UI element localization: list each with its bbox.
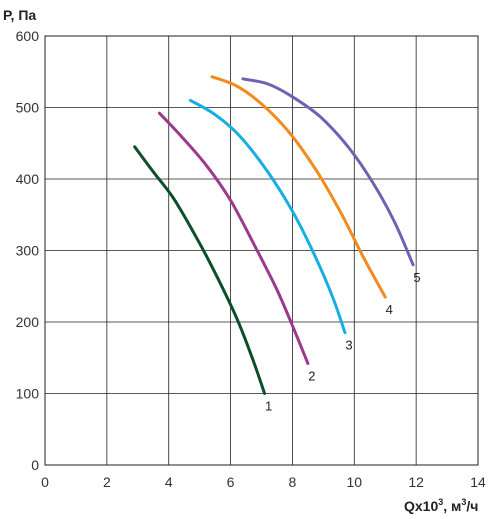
curves xyxy=(133,75,415,395)
curve-2 xyxy=(157,111,310,365)
x-tick-label-12: 12 xyxy=(408,474,424,490)
y-tick-label-0: 0 xyxy=(31,457,39,473)
curve-4 xyxy=(210,75,387,299)
x-axis-title-main: Qx10 xyxy=(404,498,438,514)
x-tick-label-0: 0 xyxy=(41,474,49,490)
y-axis-title: P, Па xyxy=(3,7,36,23)
x-axis-title-unit-tail: /ч xyxy=(466,498,478,514)
curve-5 xyxy=(241,77,415,267)
y-tick-label-100: 100 xyxy=(16,386,40,402)
x-axis-title-exp: 3 xyxy=(438,497,443,507)
curve-label-2: 2 xyxy=(308,368,315,383)
x-axis-title-sep: , м xyxy=(443,498,461,514)
curve-1 xyxy=(133,145,267,395)
x-tick-label-2: 2 xyxy=(103,474,111,490)
x-axis-title-unit-exp: 3 xyxy=(461,497,466,507)
y-tick-label-200: 200 xyxy=(16,314,40,330)
y-tick-label-300: 300 xyxy=(16,243,40,259)
x-tick-label-14: 14 xyxy=(470,474,486,490)
y-tick-label-500: 500 xyxy=(16,100,40,116)
grid xyxy=(45,36,478,465)
plot-frame xyxy=(44,35,479,466)
x-tick-label-4: 4 xyxy=(165,474,173,490)
x-tick-label-8: 8 xyxy=(289,474,297,490)
curve-label-1: 1 xyxy=(265,399,272,414)
curve-3 xyxy=(188,98,347,335)
y-tick-label-400: 400 xyxy=(16,171,40,187)
curve-labels: 1 2 3 4 5 xyxy=(265,270,421,414)
x-axis-title: Qx103, м3/ч xyxy=(404,497,478,514)
curve-label-3: 3 xyxy=(345,338,352,353)
curve-label-4: 4 xyxy=(386,302,393,317)
x-tick-label-6: 6 xyxy=(227,474,235,490)
y-tick-label-600: 600 xyxy=(16,28,40,44)
curve-label-5: 5 xyxy=(413,270,420,285)
x-tick-label-10: 10 xyxy=(346,474,362,490)
